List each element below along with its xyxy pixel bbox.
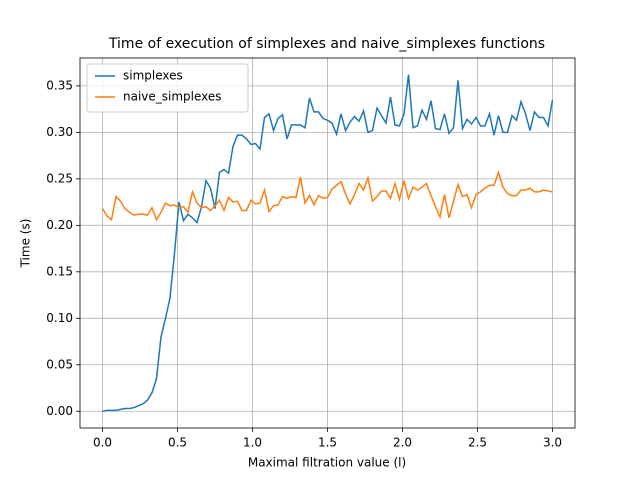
chart-title: Time of execution of simplexes and naive… (108, 36, 545, 52)
x-tick-label: 1.5 (318, 436, 337, 450)
series-line (102, 74, 554, 413)
y-tick-label: 0.05 (46, 357, 73, 371)
x-tick-label: 3.0 (543, 436, 562, 450)
x-tick-label: 0.0 (93, 436, 112, 450)
y-axis-label: Time (s) (19, 219, 33, 269)
x-tick-label: 2.5 (468, 436, 487, 450)
y-tick-label: 0.35 (46, 78, 73, 92)
plot-frame (79, 57, 576, 429)
legend-box (86, 63, 249, 113)
y-tick-label: 0.15 (46, 264, 73, 278)
x-tick-label: 0.5 (168, 436, 187, 450)
x-tick-label: 1.0 (243, 436, 262, 450)
y-tick-label: 0.25 (46, 171, 73, 185)
x-tick-label: 2.0 (393, 436, 412, 450)
y-tick-label: 0.30 (46, 125, 73, 139)
x-axis-label: Maximal filtration value (l) (248, 456, 406, 470)
legend-label: naive_simplexes (123, 90, 222, 104)
series-line (101, 169, 553, 222)
legend-label: simplexes (123, 69, 183, 83)
y-tick-label: 0.10 (46, 311, 73, 325)
y-tick-label: 0.20 (46, 218, 73, 232)
y-tick-label: 0.00 (46, 404, 73, 418)
